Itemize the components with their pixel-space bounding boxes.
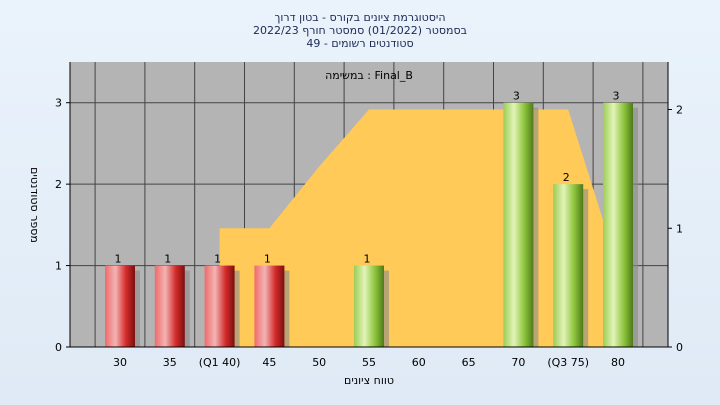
bar-value-label: 1 [164, 253, 171, 266]
bar-value-labels: 1 1 1 1 1 3 2 3 [115, 90, 620, 266]
bar-value-label: 1 [115, 253, 122, 266]
x-tick-label: 80 [611, 356, 625, 369]
bar-55 [354, 265, 384, 347]
bar-(Q3 75) [553, 184, 584, 347]
x-tick-label: 60 [412, 356, 426, 369]
y-tick-label: 1 [55, 260, 62, 273]
x-tick-label: 45 [262, 356, 276, 369]
x-tick-label: 55 [362, 356, 376, 369]
bar-70 [503, 102, 534, 347]
bar-45 [254, 265, 285, 347]
title-line-3: סטודנטים רשומים - 49 [306, 37, 413, 50]
x-tick-labels: 30 35 (Q1 40) 45 50 55 60 65 70 (Q3 75) 80 [113, 356, 625, 369]
bar-35 [154, 265, 185, 347]
bar-value-label: 2 [563, 171, 570, 184]
x-tick-label: 30 [113, 356, 127, 369]
x-tick-label: 65 [462, 356, 476, 369]
bar-(Q1 40) [204, 265, 235, 347]
bar-value-label: 3 [513, 90, 520, 103]
bars [105, 102, 638, 347]
chart-title: היסטוגרמת ציונים בקורס - בטון דרוך בסמסט… [253, 11, 467, 50]
y2-tick-label: 2 [676, 104, 683, 117]
y-tick-label: 3 [55, 97, 62, 110]
title-line-2: בסמסטר (01/2022) סמסטר חורף 2022/23 [253, 24, 467, 37]
y-tick-labels: 0 1 2 3 [55, 97, 70, 354]
bar-value-label: 1 [364, 253, 371, 266]
y-tick-label: 2 [55, 178, 62, 191]
y2-tick-label: 0 [676, 341, 683, 354]
x-tick-label: (Q3 75) [547, 356, 589, 369]
y2-tick-labels: 0 1 2 [668, 104, 683, 354]
x-tick-label: 70 [511, 356, 525, 369]
y-axis-label: מספר סטודנטים [28, 167, 41, 243]
legend-label: במשימה : Final_B [325, 69, 413, 82]
x-tick-label: 35 [163, 356, 177, 369]
x-axis-label: טווח ציונים [344, 374, 394, 387]
x-tick-label: (Q1 40) [199, 356, 241, 369]
bar-value-label: 1 [214, 253, 221, 266]
y2-tick-label: 1 [676, 222, 683, 235]
bar-30 [105, 265, 135, 347]
bar-value-label: 1 [264, 253, 271, 266]
x-tick-label: 50 [312, 356, 326, 369]
title-line-1: היסטוגרמת ציונים בקורס - בטון דרוך [274, 11, 445, 24]
bar-value-label: 3 [613, 90, 620, 103]
bar-80 [603, 102, 633, 347]
y-tick-label: 0 [55, 341, 62, 354]
